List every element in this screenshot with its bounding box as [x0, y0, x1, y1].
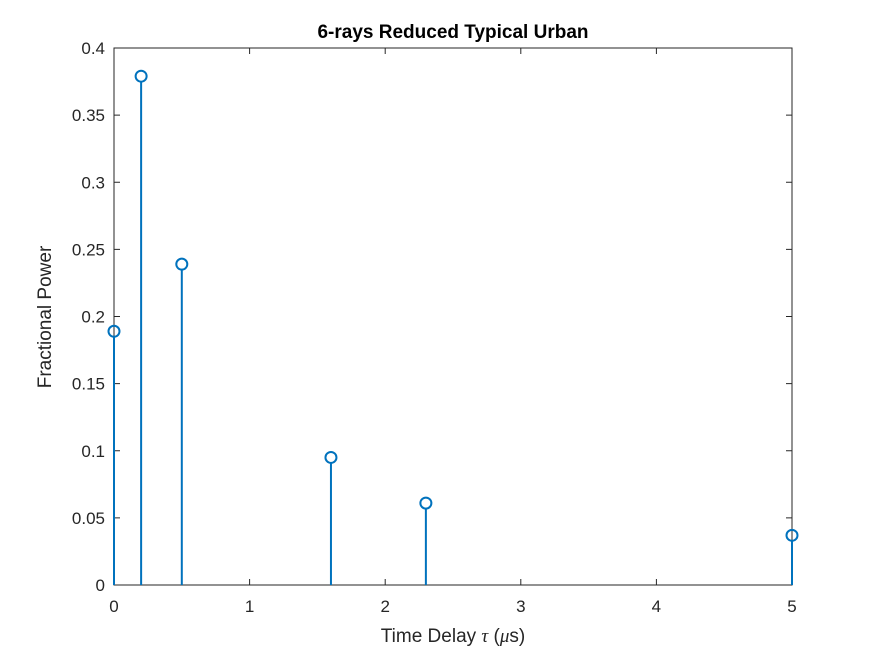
x-axis-label-mu: μ	[499, 626, 510, 647]
x-axis-label: Time Delay τ (μs)	[381, 626, 525, 647]
plot-area	[107, 47, 799, 586]
stem-marker	[107, 324, 121, 338]
stem-point	[175, 257, 189, 585]
stem-point	[419, 496, 433, 585]
stem-series	[107, 69, 799, 585]
y-tick-label: 0.15	[72, 375, 105, 394]
x-tick-label: 3	[516, 597, 525, 616]
stem-marker	[175, 257, 189, 271]
y-tick-label: 0.35	[72, 106, 105, 125]
y-tick-label: 0	[96, 576, 105, 595]
x-tick-label: 4	[652, 597, 661, 616]
y-tick-label: 0.2	[81, 308, 105, 327]
stem-marker	[324, 450, 338, 464]
y-tick-label: 0.05	[72, 509, 105, 528]
x-tick-label: 2	[380, 597, 389, 616]
x-tick-label: 5	[787, 597, 796, 616]
stem-point	[785, 528, 799, 585]
x-axis-label-unit: s)	[509, 626, 525, 647]
y-tick-label: 0.3	[81, 173, 105, 192]
x-tick-labels: 0 1 2 3 4 5	[109, 597, 796, 616]
stem-marker	[134, 69, 148, 83]
stem-marker	[785, 528, 799, 542]
x-axis-label-prefix: Time Delay	[381, 626, 482, 647]
x-axis-label-open: (	[488, 626, 500, 647]
chart-title: 6-rays Reduced Typical Urban	[317, 22, 588, 43]
stem-point	[324, 450, 338, 585]
stem-point	[134, 69, 148, 585]
y-tick-labels: 0 0.05 0.1 0.15 0.2 0.25 0.3 0.35 0.4	[72, 39, 105, 595]
y-axis-label: Fractional Power	[35, 245, 56, 388]
stem-marker	[419, 496, 433, 510]
y-tick-label: 0.25	[72, 240, 105, 259]
x-tick-label: 0	[109, 597, 118, 616]
axes-box	[113, 47, 793, 586]
y-tick-label: 0.4	[81, 39, 105, 58]
x-axis-label-tau: τ	[481, 626, 489, 647]
x-tick-label: 1	[245, 597, 254, 616]
y-tick-label: 0.1	[81, 442, 105, 461]
stem-point	[107, 324, 121, 585]
